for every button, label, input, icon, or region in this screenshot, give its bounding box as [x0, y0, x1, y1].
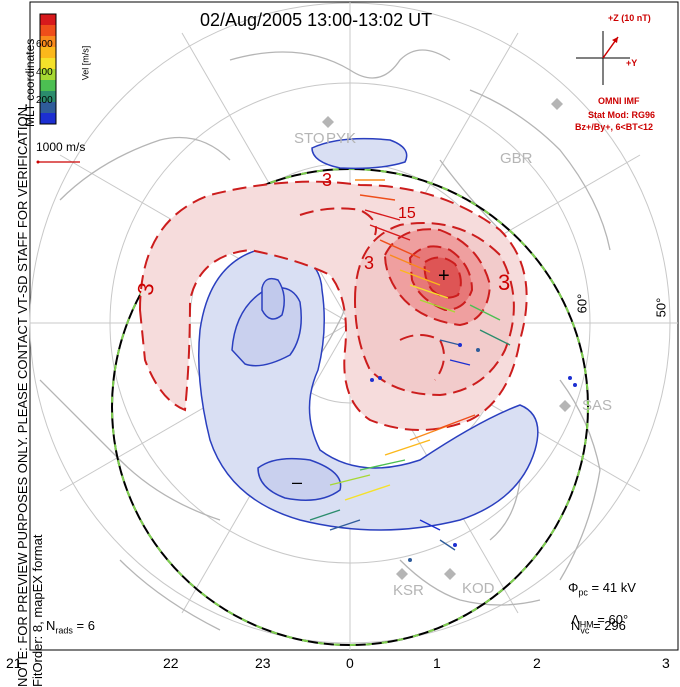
station-sto: STO	[294, 130, 325, 147]
potential-min-marker: –	[292, 472, 302, 493]
station-ksr: KSR	[393, 582, 424, 599]
station-gbr: GBR	[500, 150, 533, 167]
nvc-line: Nvc = 296	[571, 618, 626, 636]
scale-label: 1000 m/s	[36, 140, 85, 154]
colorbar-tick-400: 400	[36, 67, 53, 78]
coordinate-system-label: MLT coordinates	[23, 27, 37, 127]
imf-z-label: +Z (10 nT)	[608, 13, 651, 23]
contour-label-north: 3	[322, 170, 332, 191]
mlt-label-22: 22	[163, 655, 179, 671]
latitude-label-50: 50°	[653, 298, 668, 318]
colorbar-tick-600: 600	[36, 39, 53, 50]
radar-count: Nrads = 6	[46, 618, 95, 636]
mlt-label-2: 2	[533, 655, 541, 671]
cross-polar-potential: Φpc = 41 kV	[568, 580, 636, 598]
latitude-label-60: 60°	[574, 294, 589, 314]
colorbar-label: Vel [m/s]	[80, 46, 90, 81]
mlt-label-0: 0	[346, 655, 354, 671]
colorbar-segment	[40, 25, 56, 36]
positive-cell	[140, 182, 527, 430]
contour-label-15: 15	[398, 205, 416, 223]
colorbar-tick-200: 200	[36, 95, 53, 106]
imf-condition: Bz+/By+, 6<BT<12	[575, 122, 653, 132]
mlt-label-21: 21	[6, 655, 22, 671]
potential-max-marker: +	[438, 265, 450, 288]
imf-model: Stat Mod: RG96	[588, 110, 655, 120]
station-pyk: PYK	[326, 130, 356, 147]
contour-label-center: 3	[364, 253, 374, 274]
preview-note-line1: NOTE: FOR PREVIEW PURPOSES ONLY. PLEASE …	[15, 47, 30, 687]
station-kod: KOD	[462, 580, 495, 597]
mlt-label-23: 23	[255, 655, 271, 671]
contour-label-east: 3	[498, 270, 510, 296]
station-sas: SAS	[582, 397, 612, 414]
mlt-label-1: 1	[433, 655, 441, 671]
coastlines	[40, 50, 610, 630]
colorbar-segment	[40, 14, 56, 25]
imf-source: OMNI IMF	[598, 96, 640, 106]
mlt-label-3: 3	[662, 655, 670, 671]
map-title: 02/Aug/2005 13:00-13:02 UT	[200, 10, 432, 31]
imf-y-label: +Y	[626, 58, 637, 68]
